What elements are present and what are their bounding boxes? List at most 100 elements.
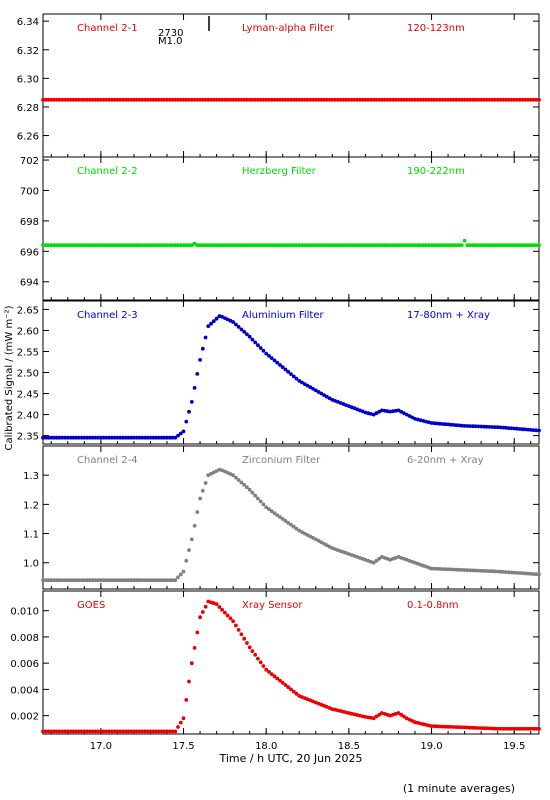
x-tick-label: 17.5 xyxy=(172,741,194,752)
data-point xyxy=(324,394,329,399)
data-point xyxy=(374,411,379,416)
data-point xyxy=(297,528,302,533)
data-point xyxy=(302,382,307,387)
y-tick-label: 0.006 xyxy=(10,659,39,670)
data-point xyxy=(322,541,327,546)
panel-frame xyxy=(42,445,540,590)
data-point xyxy=(305,533,310,537)
data-point xyxy=(192,523,197,528)
channel-label: GOES xyxy=(77,600,105,611)
filter-label: Xray Sensor xyxy=(242,600,303,611)
data-point xyxy=(206,473,211,478)
data-point xyxy=(313,537,318,542)
data-point xyxy=(211,470,216,475)
channel-label: Channel 2-1 xyxy=(77,23,138,34)
data-point xyxy=(195,630,200,635)
data-point xyxy=(269,509,274,514)
data-point xyxy=(256,343,260,348)
data-point xyxy=(404,716,409,721)
data-point xyxy=(371,412,376,417)
data-point xyxy=(187,409,191,414)
data-point xyxy=(316,390,321,394)
data-point xyxy=(214,602,219,606)
data-point xyxy=(189,243,194,248)
data-point xyxy=(178,431,183,436)
data-point xyxy=(275,676,280,681)
data-point xyxy=(200,488,205,493)
data-point xyxy=(275,360,280,365)
event-marker-top-label: 2730 xyxy=(158,28,183,39)
panel-5: 0.002 0.004 0.006 0.008 0.010 GOES Xray Sensor… xyxy=(10,590,541,735)
band-label: 0.1-0.8nm xyxy=(407,600,459,611)
data-point xyxy=(291,374,296,379)
data-point xyxy=(294,526,299,531)
data-point xyxy=(245,485,249,490)
data-point xyxy=(316,538,321,543)
data-point xyxy=(236,325,241,329)
data-point xyxy=(239,327,244,332)
data-point xyxy=(459,243,464,248)
data-point xyxy=(176,725,180,729)
data-point xyxy=(264,351,269,356)
data-point xyxy=(231,320,236,324)
data-point xyxy=(247,487,252,492)
filter-label: Zirconium Filter xyxy=(242,455,321,466)
data-point xyxy=(198,615,203,620)
data-point xyxy=(319,391,324,396)
data-point xyxy=(236,628,241,632)
y-tick-label: 6.26 xyxy=(17,132,39,143)
data-point xyxy=(374,714,379,719)
data-point xyxy=(192,386,197,390)
data-point xyxy=(410,415,415,420)
x-tick-label: 18.0 xyxy=(255,741,277,752)
data-point xyxy=(176,433,180,438)
y-tick-label: 6.28 xyxy=(17,103,39,114)
data-point xyxy=(275,513,280,517)
data-point xyxy=(173,578,178,583)
y-tick-label: 6.30 xyxy=(17,74,39,85)
data-point xyxy=(311,386,315,391)
data-point xyxy=(407,414,412,418)
data-point xyxy=(253,340,258,345)
data-point xyxy=(269,356,274,361)
data-point xyxy=(280,680,285,685)
series-5 xyxy=(41,599,541,734)
data-point xyxy=(300,380,304,385)
data-point xyxy=(305,383,310,388)
data-point xyxy=(267,507,271,512)
data-point xyxy=(220,314,225,319)
data-point xyxy=(189,400,194,404)
data-point xyxy=(537,97,541,102)
data-point xyxy=(324,543,329,548)
y-tick-label: 2.50 xyxy=(17,369,39,380)
data-point xyxy=(278,363,282,367)
panel-frame xyxy=(42,156,540,301)
data-point xyxy=(261,502,266,507)
band-label: 6-20nm + Xray xyxy=(407,455,484,466)
data-point xyxy=(302,531,307,536)
data-point xyxy=(283,367,288,372)
data-point xyxy=(294,691,299,696)
data-point xyxy=(200,610,205,614)
data-point xyxy=(256,656,260,661)
data-point xyxy=(250,649,255,653)
data-point xyxy=(537,243,541,248)
y-tick-label: 0.002 xyxy=(10,712,39,723)
data-point xyxy=(192,241,197,246)
data-point xyxy=(239,480,244,485)
data-point xyxy=(289,522,293,527)
data-point xyxy=(203,604,208,609)
data-point xyxy=(247,334,252,339)
data-point xyxy=(184,419,189,424)
data-point xyxy=(253,652,258,657)
data-point xyxy=(272,511,277,515)
data-point xyxy=(272,358,277,363)
data-point xyxy=(402,411,406,416)
data-point xyxy=(269,672,274,676)
data-point xyxy=(327,544,332,549)
y-tick-label: 6.32 xyxy=(17,46,39,57)
data-point xyxy=(280,365,285,370)
data-point xyxy=(206,324,211,329)
data-point xyxy=(209,321,214,326)
